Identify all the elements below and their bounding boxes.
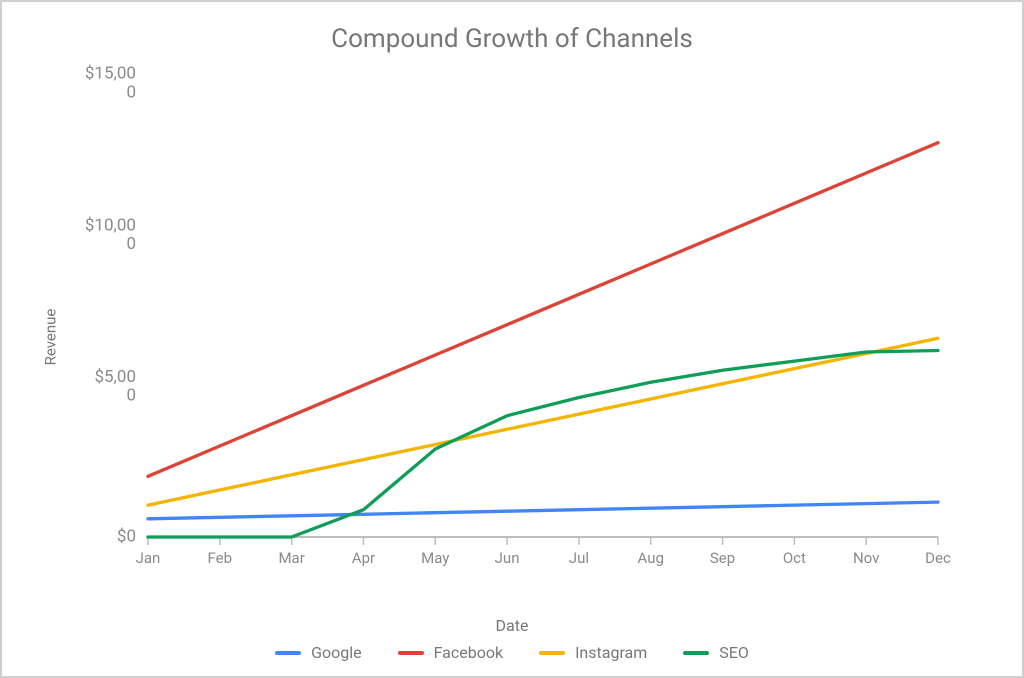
line-chart-svg: $0 $5,000 $10,000 $15,000 Jan Feb Mar Apr May Jun… — [28, 62, 968, 582]
series-instagram — [148, 338, 938, 505]
legend-swatch — [539, 651, 565, 655]
legend-swatch — [683, 651, 709, 655]
x-tick-label: Jul — [569, 549, 589, 567]
legend-item-google: Google — [275, 643, 362, 662]
legend-item-seo: SEO — [683, 643, 749, 662]
y-tick-label: $5,000 — [94, 367, 136, 406]
y-tick-label: $15,000 — [85, 64, 136, 103]
x-tick-label: Dec — [925, 549, 951, 567]
x-tick-label: Mar — [278, 549, 304, 567]
x-tick-label: Jan — [136, 549, 161, 567]
x-tick-label: Aug — [638, 549, 664, 567]
x-tick-label: Jun — [495, 549, 520, 567]
series-facebook — [148, 143, 938, 477]
series-google — [148, 502, 938, 519]
legend-label: Google — [311, 643, 362, 662]
y-tick-label: $0 — [117, 526, 136, 546]
legend-item-instagram: Instagram — [539, 643, 647, 662]
x-tick-label: Nov — [853, 549, 879, 567]
chart-title: Compound Growth of Channels — [28, 24, 996, 54]
legend-label: SEO — [719, 643, 749, 662]
x-tick-label: Feb — [208, 549, 233, 567]
legend-label: Instagram — [575, 643, 647, 662]
x-tick-label: Sep — [710, 549, 735, 567]
chart-area: Revenue $0 $5,000 $10,000 $15,000 Jan Feb Mar A… — [28, 62, 996, 612]
x-tick-label: Apr — [352, 549, 375, 567]
legend: Google Facebook Instagram SEO — [28, 643, 996, 662]
x-tick-label: Oct — [783, 549, 806, 567]
chart-frame: Compound Growth of Channels Revenue $0 $5… — [0, 0, 1024, 678]
y-axis-label: Revenue — [41, 309, 59, 366]
y-tick-label: $10,000 — [85, 215, 136, 254]
x-tick-label: May — [421, 549, 449, 567]
x-axis-label: Date — [28, 616, 996, 635]
legend-swatch — [398, 651, 424, 655]
legend-item-facebook: Facebook — [398, 643, 503, 662]
legend-label: Facebook — [434, 643, 503, 662]
legend-swatch — [275, 651, 301, 655]
